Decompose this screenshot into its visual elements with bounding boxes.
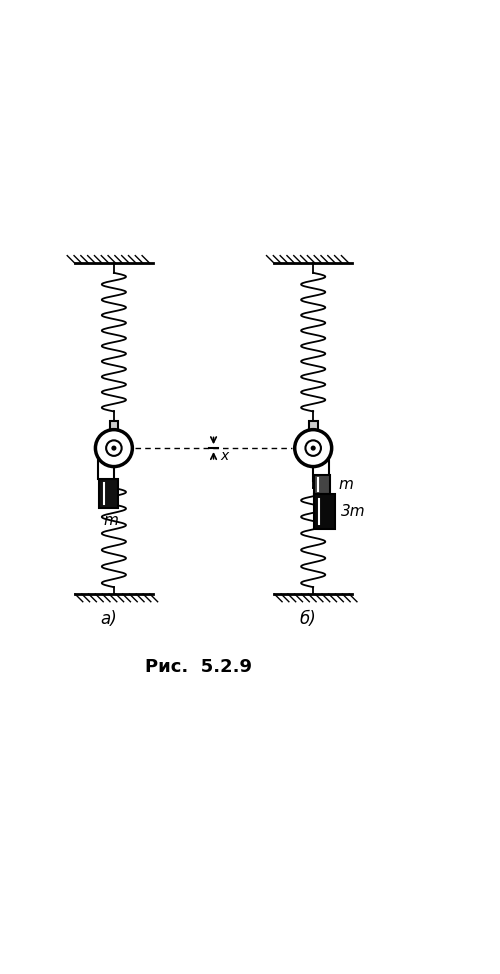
Circle shape: [312, 446, 315, 450]
Circle shape: [294, 430, 332, 467]
Text: m: m: [104, 512, 118, 528]
Bar: [314, 494, 334, 529]
Circle shape: [106, 440, 122, 456]
Text: x: x: [220, 449, 228, 463]
Circle shape: [306, 440, 321, 456]
Bar: [314, 475, 330, 494]
Text: m: m: [338, 477, 353, 492]
Text: б): б): [300, 610, 316, 627]
Bar: [110, 422, 118, 431]
Text: Рис.  5.2.9: Рис. 5.2.9: [146, 657, 252, 676]
Text: а): а): [100, 610, 117, 627]
Bar: [99, 479, 117, 507]
Circle shape: [112, 446, 116, 450]
Bar: [309, 422, 318, 431]
Text: 3m: 3m: [340, 504, 365, 519]
Circle shape: [96, 430, 132, 467]
